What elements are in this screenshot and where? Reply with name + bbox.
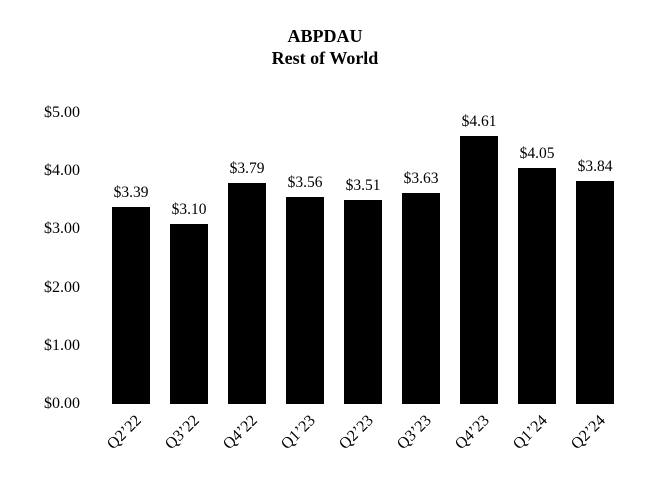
bar-value-label: $3.10 xyxy=(171,201,207,218)
bar xyxy=(402,193,440,404)
x-axis-category-label: Q4’23 xyxy=(452,412,494,453)
bar xyxy=(112,207,150,404)
chart-title-line1: ABPDAU xyxy=(287,26,363,46)
bar-value-label: $4.05 xyxy=(519,145,555,162)
chart-title-line2: Rest of World xyxy=(271,48,379,68)
x-axis-category-label: Q1’23 xyxy=(278,412,320,453)
plot-area: $3.39 $3.10 $3.79 $3.56 $3.51 $3.63 $4.61 $4.05… xyxy=(102,113,624,404)
x-axis-category-label: Q2’23 xyxy=(336,412,378,453)
x-axis-category-label: Q3’22 xyxy=(162,412,204,453)
y-axis-tick-label: $3.00 xyxy=(44,220,80,238)
x-axis-category-label: Q1’24 xyxy=(510,412,552,453)
x-axis: Q2’22 Q3’22 Q4’22 Q1’23 Q2’23 Q3’23 Q4’23 Q1’24… xyxy=(102,412,624,497)
x-axis-category-label: Q4’22 xyxy=(220,412,262,453)
bar-value-label: $3.63 xyxy=(403,170,439,187)
x-axis-category-label: Q3’23 xyxy=(394,412,436,453)
y-axis-tick-label: $4.00 xyxy=(44,162,80,180)
bar xyxy=(228,183,266,404)
bar xyxy=(344,200,382,404)
bar xyxy=(518,168,556,404)
x-axis-category-label: Q2’22 xyxy=(104,412,146,453)
bar xyxy=(286,197,324,404)
y-axis-tick-label: $2.00 xyxy=(44,278,80,296)
bar-value-label: $3.51 xyxy=(345,177,381,194)
y-axis-tick-label: $5.00 xyxy=(44,104,80,121)
x-axis-category-label: Q2’24 xyxy=(568,412,610,453)
bar-value-label: $3.84 xyxy=(577,158,613,175)
y-axis-tick-label: $0.00 xyxy=(44,395,80,412)
bar xyxy=(576,181,614,404)
bar-value-label: $3.79 xyxy=(229,160,265,177)
bar-value-label: $4.61 xyxy=(461,113,497,130)
bar-value-label: $3.56 xyxy=(287,174,323,191)
y-axis-tick-label: $1.00 xyxy=(44,336,80,354)
chart-title: ABPDAU Rest of World xyxy=(0,25,650,69)
y-axis: $0.00 $1.00 $2.00 $3.00 $4.00 $5.00 xyxy=(30,104,80,412)
bar xyxy=(170,224,208,404)
bar-value-label: $3.39 xyxy=(113,184,149,201)
bar xyxy=(460,136,498,404)
